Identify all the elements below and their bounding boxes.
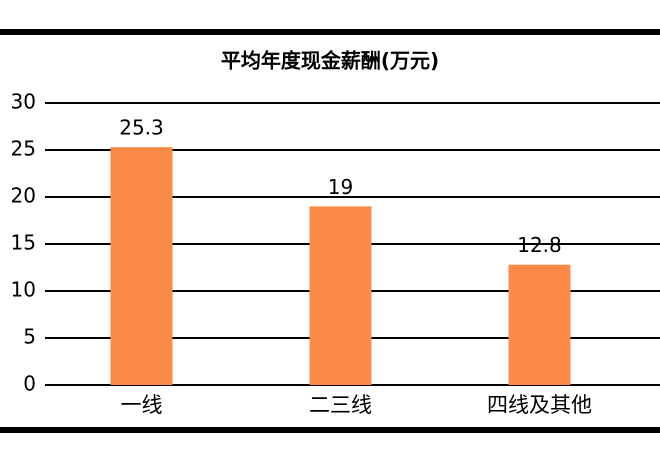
bar: [110, 147, 173, 385]
x-tick-label: 二三线: [309, 393, 372, 417]
y-tick-label: 20: [11, 184, 36, 208]
value-label: 19: [328, 175, 353, 199]
x-tick-label: 四线及其他: [487, 393, 592, 417]
bar: [309, 206, 372, 385]
bottom-border: [0, 427, 660, 433]
top-border: [0, 29, 660, 35]
y-tick-label: 30: [11, 90, 36, 114]
y-tick-label: 15: [11, 231, 36, 255]
bar: [508, 264, 571, 385]
x-tick-label: 一线: [121, 393, 163, 417]
y-tick-label: 5: [23, 325, 36, 349]
value-label: 12.8: [517, 233, 562, 257]
value-label: 25.3: [119, 116, 164, 140]
y-tick-label: 0: [23, 372, 36, 396]
chart-title: 平均年度现金薪酬(万元): [221, 49, 439, 73]
y-tick-label: 25: [11, 137, 36, 161]
y-tick-label: 10: [11, 278, 36, 302]
